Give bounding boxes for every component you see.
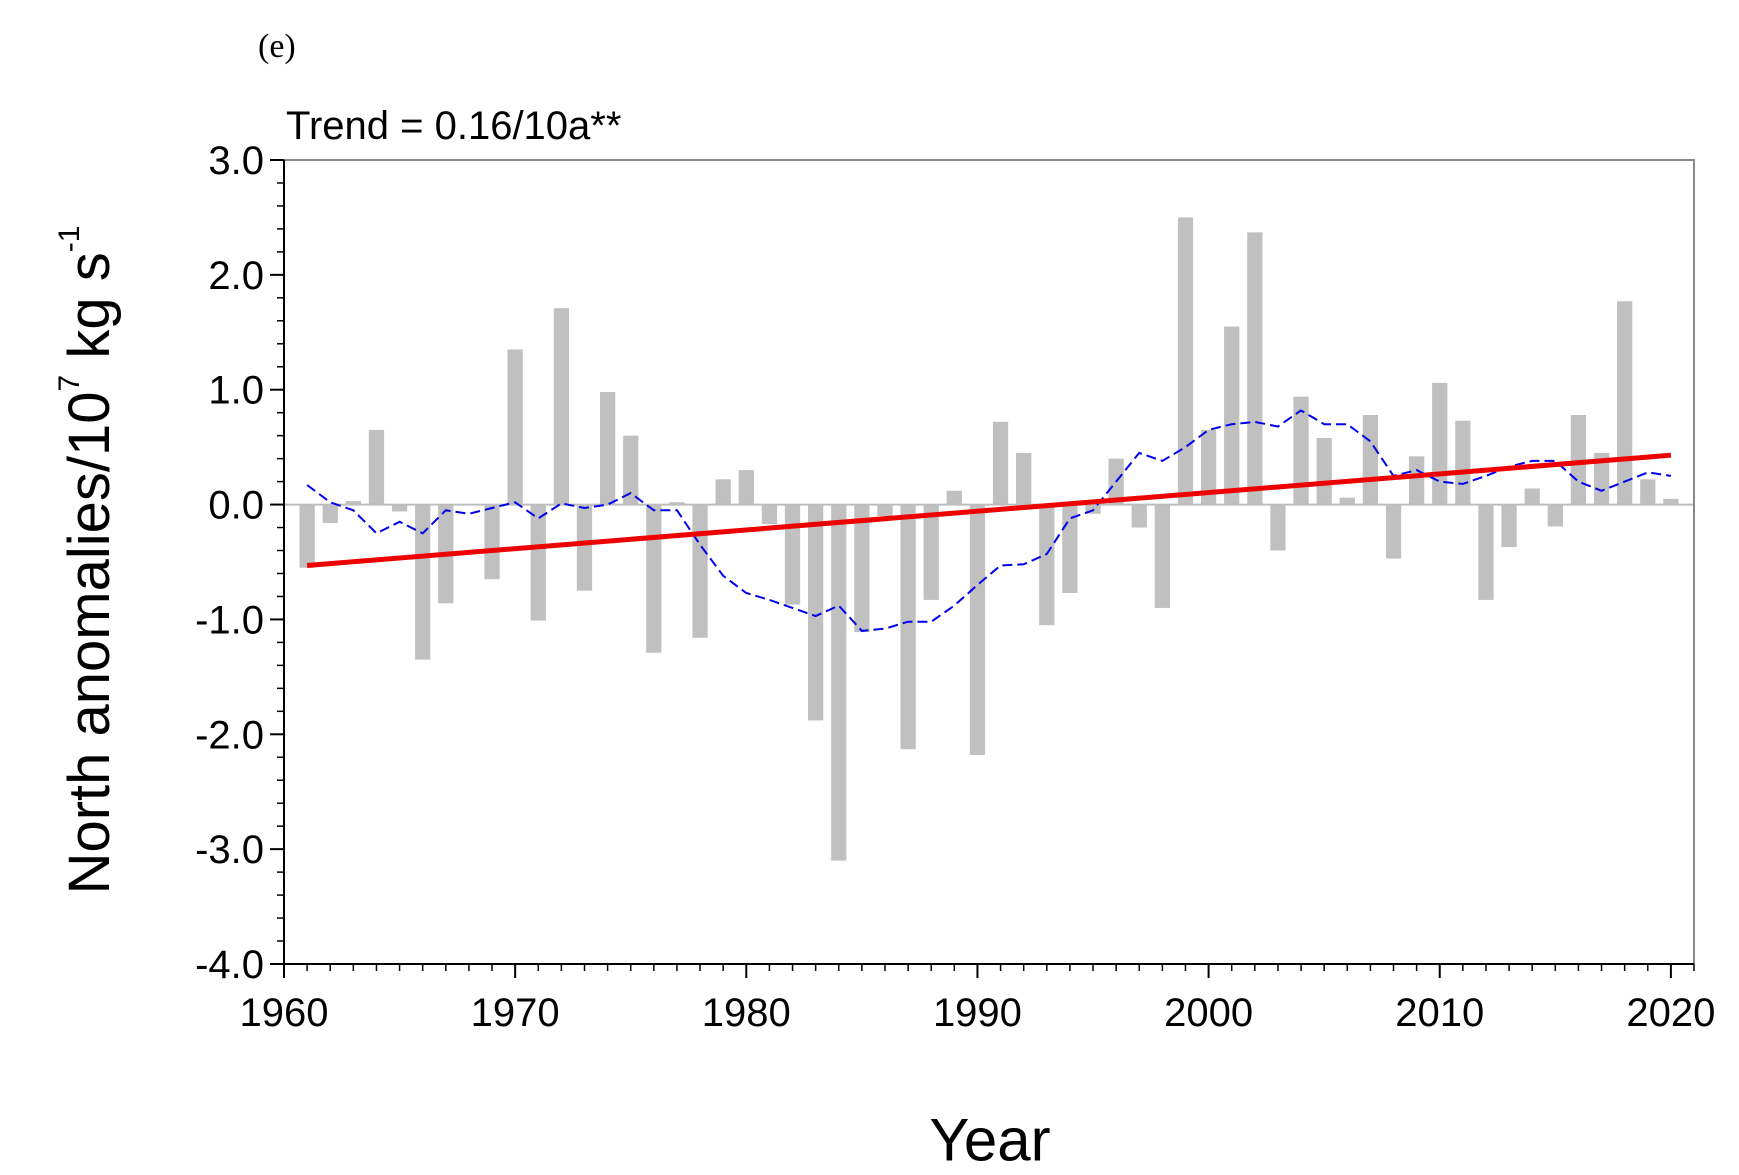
bar-2003 bbox=[1270, 504, 1286, 551]
x-tick-label: 2020 bbox=[1626, 991, 1715, 1035]
y-tick-label: 0.0 bbox=[208, 484, 264, 528]
y-tick-label: 2.0 bbox=[208, 254, 264, 298]
bar-2020 bbox=[1663, 498, 1679, 505]
bar-1991 bbox=[992, 421, 1009, 505]
x-tick-label: 1970 bbox=[471, 991, 560, 1035]
bar-1976 bbox=[646, 504, 662, 653]
bar-1982 bbox=[784, 504, 801, 605]
trend-annotation: Trend = 0.16/10a** bbox=[286, 104, 622, 148]
bar-2014 bbox=[1524, 488, 1540, 505]
bar-1990 bbox=[969, 504, 986, 755]
x-tick-label: 1980 bbox=[702, 991, 791, 1035]
bar-2015 bbox=[1547, 504, 1563, 527]
bar-2013 bbox=[1501, 504, 1517, 548]
bar-1973 bbox=[576, 504, 593, 591]
bar-1983 bbox=[808, 504, 824, 721]
bar-1999 bbox=[1177, 217, 1194, 505]
bar-1971 bbox=[530, 504, 546, 621]
y-tick-label: -4.0 bbox=[195, 943, 264, 987]
x-tick-label: 2000 bbox=[1164, 991, 1253, 1035]
bar-1978 bbox=[692, 504, 708, 638]
bar-2011 bbox=[1455, 420, 1471, 505]
bar-1997 bbox=[1131, 504, 1147, 528]
bar-2004 bbox=[1293, 396, 1309, 505]
bar-2012 bbox=[1478, 504, 1494, 600]
bar-2002 bbox=[1247, 232, 1263, 505]
bar-2009 bbox=[1408, 456, 1425, 505]
x-tick-label: 1990 bbox=[933, 991, 1022, 1035]
y-tick-label: 1.0 bbox=[208, 369, 264, 413]
bar-1970 bbox=[507, 349, 523, 505]
bar-2001 bbox=[1224, 326, 1240, 505]
trend-line bbox=[306, 452, 1672, 568]
bar-1972 bbox=[553, 308, 570, 505]
bar-1985 bbox=[854, 504, 870, 633]
bar-1987 bbox=[900, 504, 916, 750]
bar-1989 bbox=[946, 490, 962, 505]
x-axis-label: Year bbox=[929, 1106, 1051, 1174]
bar-1981 bbox=[761, 504, 778, 525]
bar-1964 bbox=[368, 429, 385, 505]
bar-1979 bbox=[715, 479, 731, 505]
bar-1980 bbox=[738, 470, 754, 505]
y-tick-label: 3.0 bbox=[208, 139, 264, 183]
bar-1998 bbox=[1154, 504, 1170, 608]
y-tick-label: -3.0 bbox=[195, 828, 264, 872]
bar-2017 bbox=[1593, 452, 1610, 505]
bar-1992 bbox=[1016, 452, 1032, 505]
bar-1986 bbox=[877, 504, 893, 517]
x-tick-label: 2010 bbox=[1395, 991, 1484, 1035]
lines-layer bbox=[306, 409, 1672, 632]
bars-layer bbox=[299, 217, 1679, 861]
bar-1988 bbox=[923, 504, 939, 600]
bar-2007 bbox=[1362, 414, 1379, 505]
bar-2018 bbox=[1617, 301, 1633, 505]
bar-2019 bbox=[1640, 479, 1656, 505]
bar-1993 bbox=[1039, 504, 1055, 626]
bar-1969 bbox=[484, 504, 500, 580]
bar-2010 bbox=[1432, 382, 1448, 505]
bar-1961 bbox=[299, 504, 315, 568]
bar-1966 bbox=[415, 504, 431, 660]
bar-1977 bbox=[669, 502, 685, 505]
panel-label: (e) bbox=[258, 28, 296, 65]
bar-2000 bbox=[1200, 429, 1217, 505]
bar-1975 bbox=[623, 435, 639, 505]
bar-1994 bbox=[1062, 504, 1078, 594]
y-tick-label: -1.0 bbox=[195, 598, 264, 642]
smoothed-line bbox=[306, 409, 1672, 632]
bar-1984 bbox=[831, 504, 847, 861]
x-tick-label: 1960 bbox=[240, 991, 329, 1035]
bar-1974 bbox=[599, 392, 616, 505]
bar-2006 bbox=[1339, 497, 1355, 505]
bar-2005 bbox=[1316, 437, 1332, 505]
bar-1962 bbox=[322, 504, 338, 523]
bar-1963 bbox=[345, 501, 361, 505]
y-tick-label: -2.0 bbox=[195, 713, 264, 757]
bar-1965 bbox=[391, 504, 408, 512]
bar-2008 bbox=[1385, 504, 1402, 559]
